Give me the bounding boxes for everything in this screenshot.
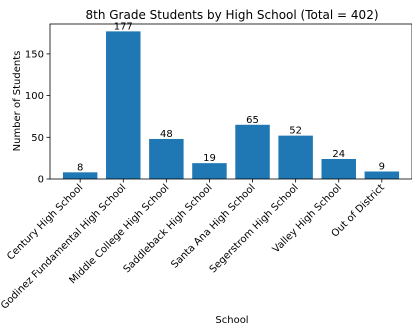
bar-value-label-santa-ana-high-school: 65 [246,115,259,126]
bars-layer [62,31,400,180]
bar-valley-high-school [321,158,356,179]
y-tick-label-50: 50 [31,133,44,144]
bar-middle-college-high-school [149,138,184,179]
x-tick-label-santa-ana-high-school: Santa Ana High School [169,182,257,270]
bar-santa-ana-high-school [235,124,270,179]
x-tick-label-segerstrom-high-school: Segerstrom High School [208,182,301,275]
x-tick-label-century-high-school: Century High School [5,182,85,262]
bar-value-label-out-of-district: 9 [379,161,385,172]
chart-title: 8th Grade Students by High School (Total… [85,8,378,22]
bar-value-label-century-high-school: 8 [77,162,83,173]
x-axis-label: School [215,315,248,326]
bar-segerstrom-high-school [278,135,313,179]
y-axis-ticks: 0 50 100 150 [25,49,50,186]
bar-out-of-district [364,171,400,179]
y-tick-label-150: 150 [25,49,44,60]
bar-value-label-valley-high-school: 24 [332,149,345,160]
bar-godinez-fundamental-high-school [106,31,141,180]
bar-value-label-middle-college-high-school: 48 [160,129,173,140]
bar-saddleback-high-school [192,163,227,179]
bar-value-label-segerstrom-high-school: 52 [289,126,302,137]
bar-labels-layer: 8 177 48 19 65 52 24 9 [77,21,385,173]
bar-value-label-saddleback-high-school: 19 [203,153,216,164]
y-tick-label-100: 100 [25,91,44,102]
plot-area-frame [49,23,412,180]
bar-value-label-godinez-fundamental-high-school: 177 [114,21,133,32]
y-tick-label-0: 0 [38,175,44,186]
x-tick-label-saddleback-high-school: Saddleback High School [122,182,215,275]
y-axis-label: Number of Students [12,51,23,152]
bar-century-high-school [62,172,98,179]
